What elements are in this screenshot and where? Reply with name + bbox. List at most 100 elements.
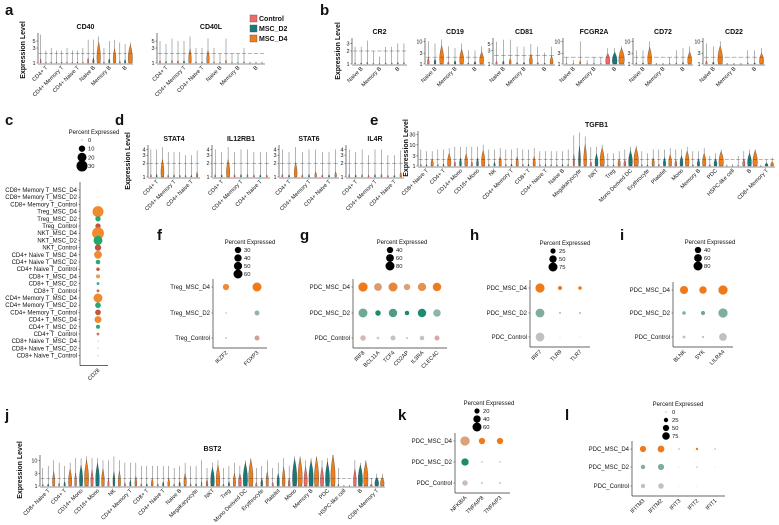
gene-label: TLR7 (569, 349, 583, 363)
violin-msc_d2 (712, 61, 715, 65)
x-tick-label: PDC (318, 488, 331, 501)
violin-msc_d2 (374, 173, 376, 178)
y-tick-label: 3 (340, 153, 343, 159)
dot-blnk (682, 311, 686, 315)
size-legend-dot (234, 254, 242, 262)
row-label: PDC_MSC_D4 (630, 288, 671, 294)
violin-msc_d2 (493, 161, 496, 167)
violin-control (213, 61, 215, 64)
violin-control (253, 174, 255, 178)
violin-control (635, 62, 638, 65)
violin-msc_d4 (717, 45, 723, 65)
dot-blnk (679, 285, 689, 295)
violin-control (87, 57, 90, 64)
panel-label-h: h (470, 227, 479, 244)
plot-title: CD40 (77, 24, 95, 31)
dot-clec4c (433, 309, 441, 317)
size-legend-dot (78, 145, 86, 152)
y-tick-label: 4 (340, 147, 343, 153)
y-axis-label-a: Expression Level (20, 21, 27, 79)
violin-msc_d4 (151, 477, 154, 487)
violin-control (353, 468, 357, 487)
violin-msc_d4 (68, 469, 72, 487)
y-tick-label: 10 (416, 39, 422, 45)
violin-control (39, 58, 42, 64)
violin-msc_d4 (685, 150, 690, 167)
violin-msc_d4 (617, 158, 621, 167)
violin-msc_d4 (334, 171, 337, 178)
x-tick-label: Treg (220, 488, 232, 500)
dot-clec4c (434, 335, 440, 341)
dot-cd28 (92, 206, 104, 218)
dot-tnfaip3 (499, 461, 501, 463)
x-tick-label: CD8+ Naive T (23, 488, 53, 518)
size-legend-value: 60 (244, 272, 250, 278)
violin-msc_d2 (240, 173, 242, 178)
x-tick-label: Naive B (559, 66, 577, 84)
y-tick-label: 3 (32, 46, 35, 52)
violin-control (167, 174, 169, 178)
dot-il3ra (417, 282, 427, 292)
row-label: Treg_MSC_D4 (37, 210, 77, 216)
violin-control (233, 174, 236, 178)
size-legend-dot (693, 261, 703, 271)
violin-control (156, 483, 159, 487)
x-tick-label: Memory B (644, 66, 666, 88)
violin-msc_d2 (473, 61, 477, 65)
size-legend-dot (662, 424, 670, 432)
violin-control (320, 466, 324, 487)
gene-label: IFIT3 (669, 498, 682, 511)
dot-nfkbia (461, 458, 469, 466)
gene-label: TNFAIP3 (483, 495, 503, 515)
y-tick-label: 3 (419, 51, 422, 57)
gene-label: IFITM2 (648, 498, 665, 515)
y-tick-label: 3 (206, 153, 209, 159)
y-tick-label: 5 (32, 39, 35, 45)
dot-tlr7 (578, 286, 582, 290)
y-tick-label: 1 (32, 61, 35, 67)
violin-control (271, 481, 274, 487)
y-tick-label: 1 (557, 62, 560, 68)
violin-control (103, 61, 105, 64)
size-legend-dot (233, 261, 243, 271)
violin-msc_d4 (50, 61, 52, 64)
violin-msc_d2 (237, 62, 239, 64)
dot-plot-f: Percent Expressed 30 40 50 60 Treg_MSC_D4 Treg… (170, 240, 275, 367)
dot-foxp3 (254, 335, 260, 341)
violin-msc_d4 (96, 42, 101, 64)
y-tick-label: 3 (151, 46, 154, 52)
violin-control (708, 164, 711, 167)
size-legend-dot (81, 139, 83, 141)
x-tick-label: Memory B (575, 66, 597, 88)
row-label: CD4+ Memory T_MSC_D4 (5, 296, 77, 302)
violin-msc_d4 (314, 457, 319, 487)
violin-control (321, 174, 324, 178)
violin-msc_d2 (129, 479, 132, 487)
panel-label-a: a (5, 2, 14, 19)
dot-tcf4 (388, 308, 398, 318)
y-tick-label: 1 (627, 62, 630, 68)
violin-control (281, 173, 284, 178)
violin-msc_d4 (515, 156, 519, 167)
dot-cd28 (97, 203, 99, 206)
violin-control (572, 153, 575, 167)
violin-msc_d4 (246, 173, 249, 178)
violin-msc_d4 (668, 154, 672, 167)
dot-bcl11a (375, 310, 381, 316)
violin-msc_d4 (380, 476, 385, 487)
violin-msc_d2 (397, 61, 399, 65)
size-legend-value: 80 (704, 264, 710, 270)
y-tick-label: 3 (412, 154, 415, 160)
size-legend-dot (233, 269, 243, 279)
violin-control (301, 174, 304, 178)
dot-ikzf2 (225, 337, 227, 339)
dot-lilra4 (719, 333, 727, 341)
row-label: Treg_MSC_D2 (37, 217, 77, 223)
violin-control (657, 163, 660, 167)
violin-msc_d4 (118, 471, 121, 487)
dot-tnfaip3 (496, 437, 504, 445)
dot-ifitm3 (640, 464, 646, 470)
y-tick-label: 1 (151, 61, 154, 67)
